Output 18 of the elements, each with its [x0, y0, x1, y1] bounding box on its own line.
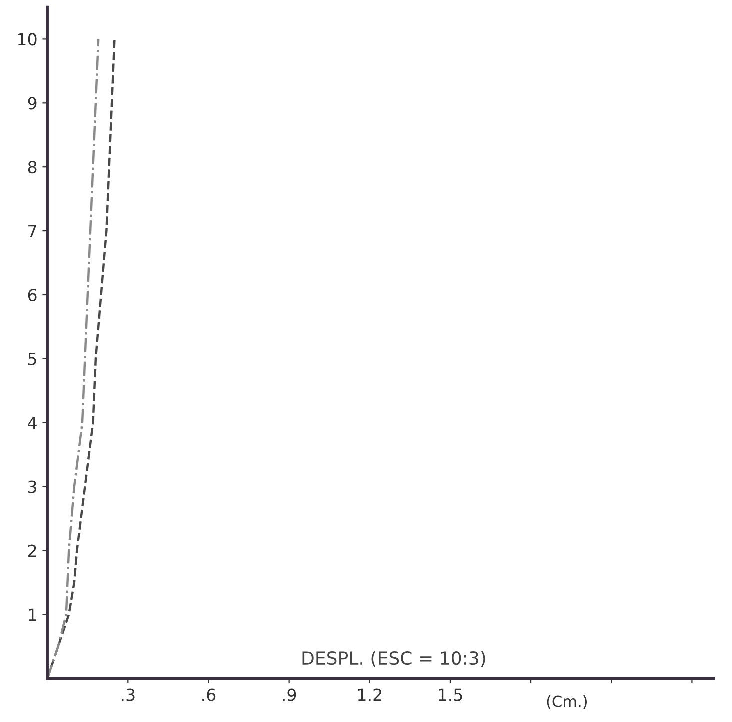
y-tick-label: 8 — [28, 161, 37, 174]
y-tick-label: 4 — [28, 417, 37, 430]
x-tick-label: .3 — [122, 688, 135, 702]
y-tick-label: 1 — [29, 608, 36, 622]
y-tick-label: 5 — [28, 353, 36, 366]
x-tick-label: 1.2 — [358, 688, 382, 702]
x-tick-label: 1.5 — [439, 688, 462, 702]
x-tick-label: .9 — [283, 688, 296, 702]
y-tick-label: 7 — [28, 225, 36, 238]
y-tick-label: 6 — [28, 288, 37, 302]
y-tick-label: 9 — [28, 97, 37, 110]
y-tick-label: 10 — [18, 33, 37, 46]
y-tick-label: 2 — [28, 544, 36, 558]
annotation: DESPL. (ESC = 10:3) — [302, 651, 486, 668]
x-tick-label: .6 — [202, 688, 216, 702]
line-series — [48, 38, 100, 679]
y-tick-label: 3 — [28, 480, 37, 494]
x-axis-title: (Cm.) — [547, 695, 588, 710]
